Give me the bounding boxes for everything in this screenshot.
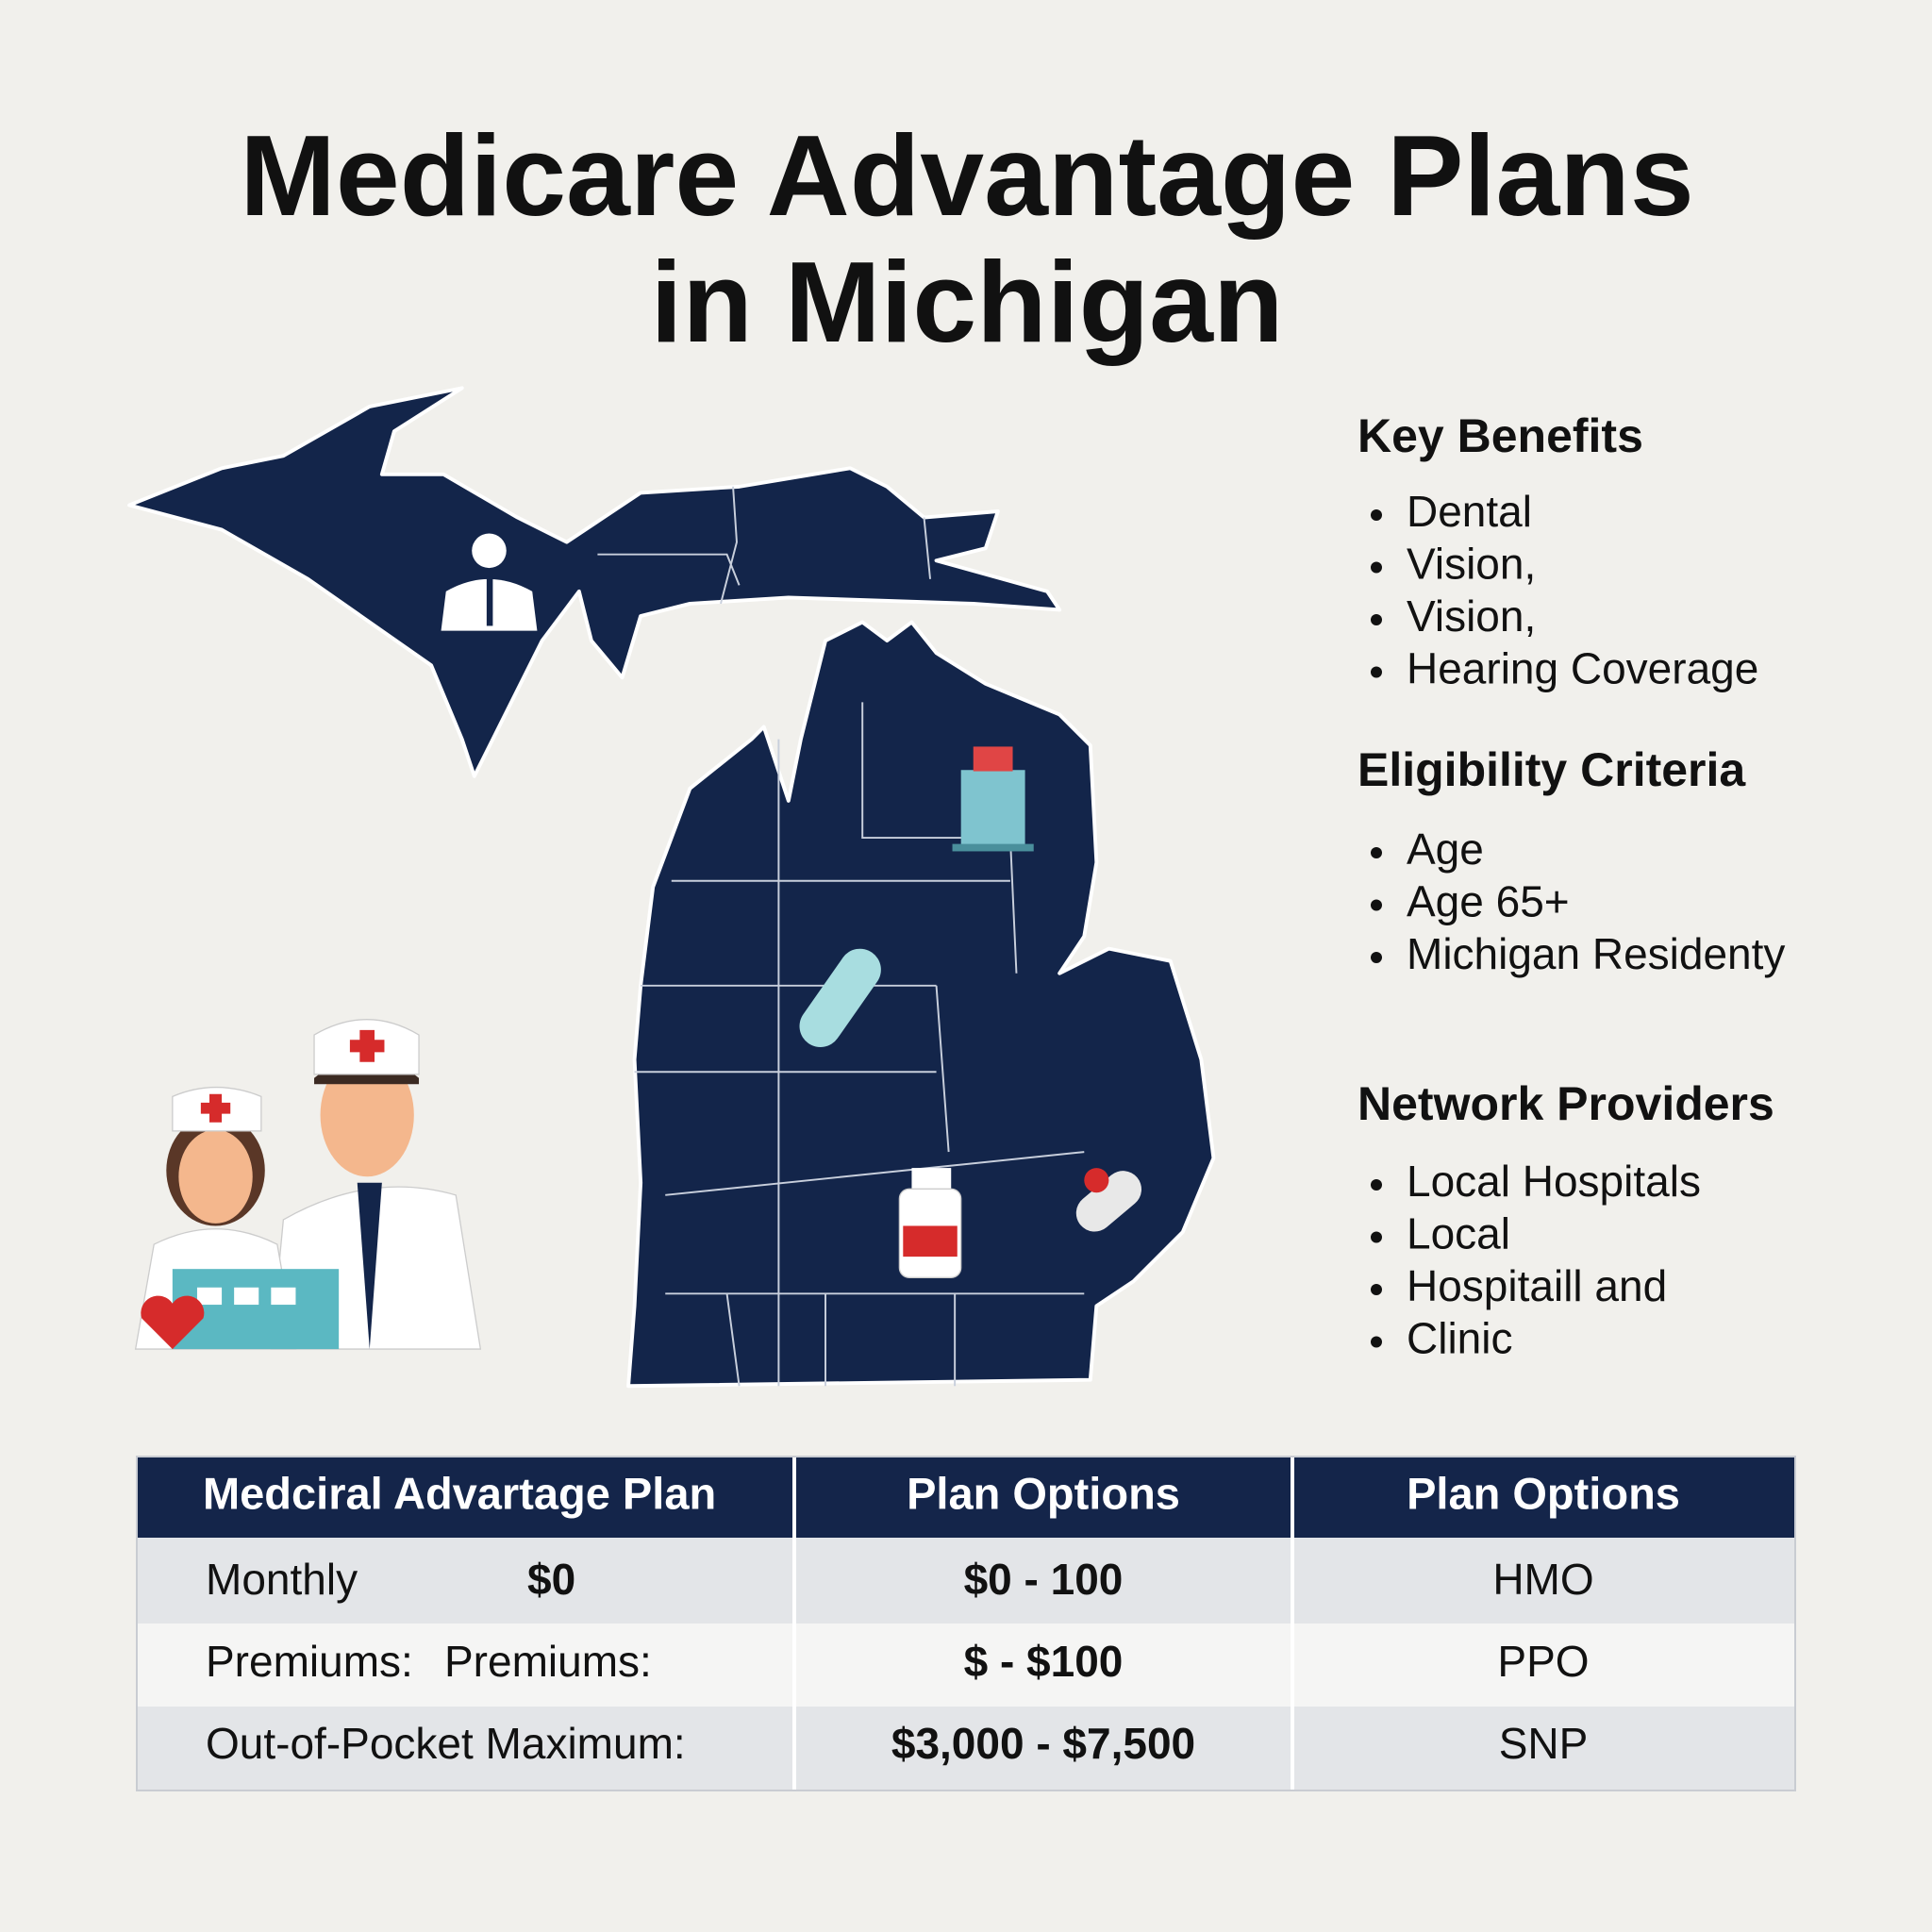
table-cell: Out-of-Pocket Maximum:: [206, 1719, 686, 1768]
section-item: Hearing Coverage: [1407, 644, 1758, 693]
bullet: [1371, 1179, 1382, 1191]
section-item: Vision,: [1407, 591, 1536, 641]
section-item: Hospitaill and: [1407, 1261, 1667, 1310]
bullet: [1371, 614, 1382, 625]
section-item: Age: [1407, 824, 1484, 874]
section-item: Dental: [1407, 487, 1532, 536]
table-border: [136, 1456, 1796, 1791]
pill-icon: [799, 948, 881, 1048]
table-cells: Medciral Advartage Plan Plan Options Plan …: [203, 1468, 1680, 1768]
section-item: Vision,: [1407, 540, 1536, 589]
lower-peninsula: [626, 620, 1216, 1389]
section-heading: Key Benefits: [1357, 409, 1643, 462]
table: Medciral Advartage Plan Plan Options Plan …: [136, 1456, 1796, 1791]
table-header: Plan Options: [907, 1468, 1180, 1518]
table-cell: $0 - 100: [964, 1555, 1124, 1604]
section-heading: Eligibility Criteria: [1357, 743, 1746, 796]
table-header: Plan Options: [1407, 1468, 1680, 1518]
section-item: Clinic: [1407, 1314, 1512, 1363]
table-cell: HMO: [1492, 1555, 1593, 1604]
section-item: Age 65+: [1407, 877, 1570, 926]
upper-peninsula: [127, 386, 1062, 778]
section-heading: Network Providers: [1357, 1077, 1774, 1130]
title: Medicare Advantage Plans: [240, 111, 1693, 240]
doctor-icon: [441, 533, 538, 631]
table-cell: Premiums:: [444, 1637, 652, 1686]
table-cell: $3,000 - $7,500: [891, 1719, 1195, 1768]
section-item: Local: [1407, 1209, 1510, 1258]
section-item: Michigan Residenty: [1407, 929, 1785, 978]
bullet: [1371, 952, 1382, 963]
section-item: Local Hospitals: [1407, 1157, 1701, 1206]
bullet: [1371, 847, 1382, 858]
bullet: [1371, 509, 1382, 521]
bottle-icon: [898, 1168, 962, 1278]
title: in Michigan: [651, 238, 1284, 366]
county-lines: [597, 486, 1085, 1387]
table-cell: $ - $100: [964, 1637, 1124, 1686]
bullet: [1371, 1284, 1382, 1295]
hospital-icon: [952, 746, 1034, 852]
bullet: [1371, 899, 1382, 911]
capsule-icon: [1075, 1168, 1141, 1232]
bullet: [1371, 666, 1382, 678]
table-cell: SNP: [1499, 1719, 1589, 1768]
row-bg: [137, 1707, 1795, 1790]
table-cell: Monthly: [206, 1555, 358, 1604]
table-cell: $0: [527, 1555, 575, 1604]
sections: Key BenefitsDentalVision,Vision,Hearing …: [1357, 409, 1785, 1362]
table-header-bg: [137, 1457, 1795, 1538]
table-cell: PPO: [1497, 1637, 1589, 1686]
bullet: [1371, 561, 1382, 574]
bullet: [1371, 1336, 1382, 1348]
table-header: Medciral Advartage Plan: [203, 1468, 716, 1518]
row-bg: [137, 1538, 1795, 1624]
michigan-map: [127, 386, 1216, 1389]
row-bg: [137, 1624, 1795, 1707]
medical-staff: [134, 1019, 482, 1350]
table-cell: Premiums:: [206, 1637, 413, 1686]
bullet: [1371, 1231, 1382, 1243]
